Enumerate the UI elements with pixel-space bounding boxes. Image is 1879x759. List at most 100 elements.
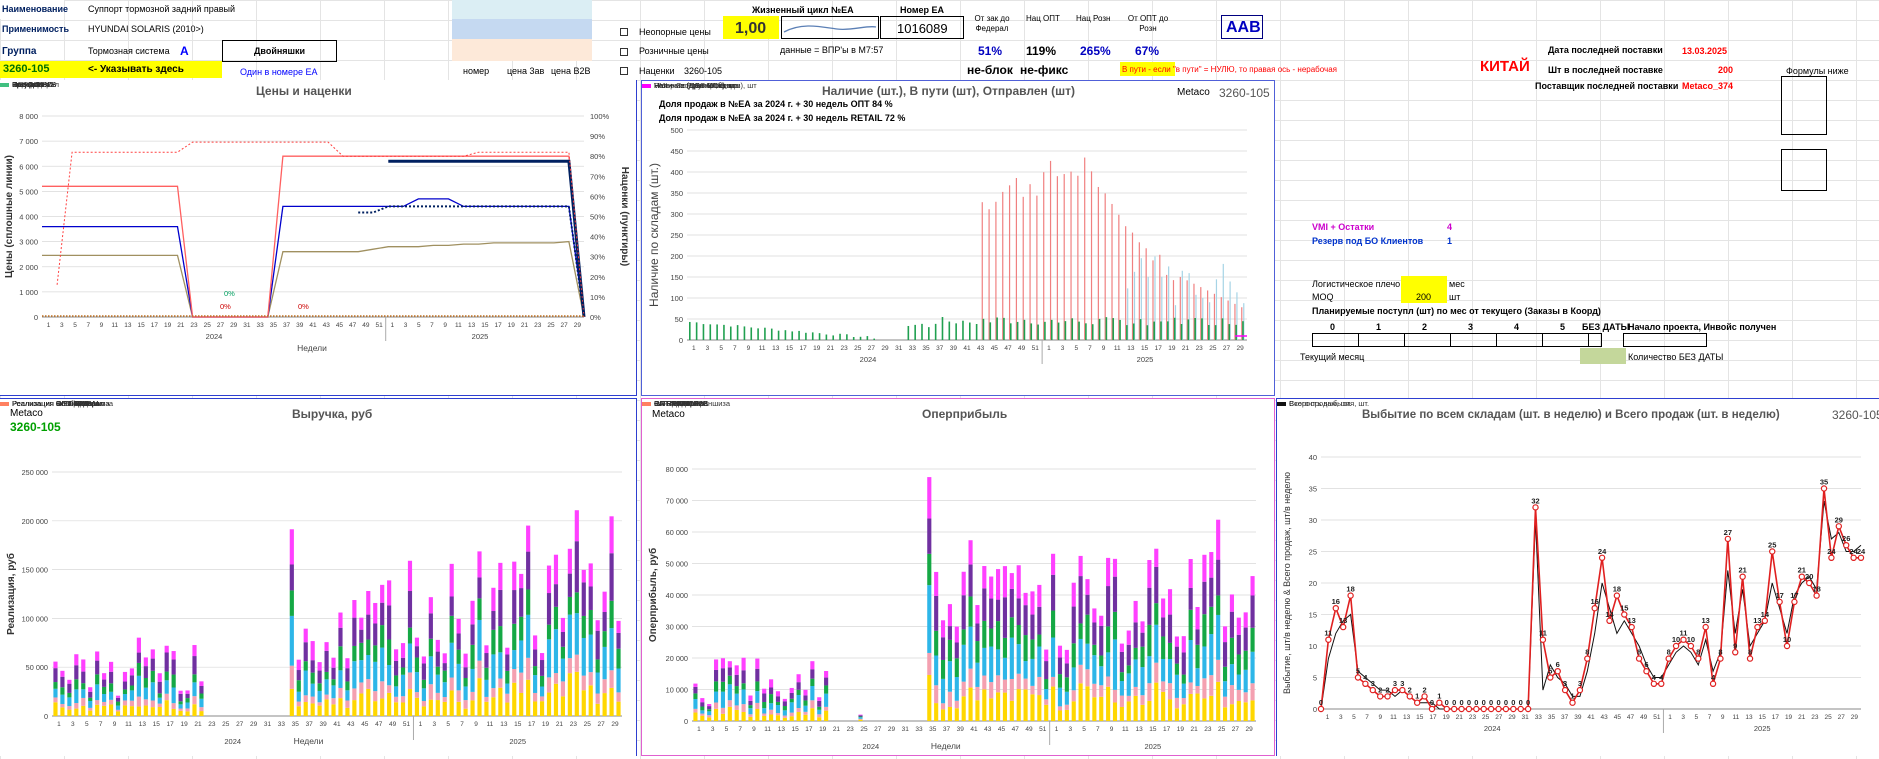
stack-segment [400,667,406,675]
name-label-cell[interactable]: Наименование [0,0,68,19]
stock-chart[interactable]: Наличие (шт.), В пути (шт), Отправлен (ш… [641,80,1275,396]
revenue-chart[interactable]: Metaco 3260-105 Выручка, руб 0 50 000 100 … [0,398,637,756]
stack-segment [954,642,959,659]
reserve-value[interactable]: 1 [1447,236,1453,246]
stock-bar-red [1193,283,1195,340]
stack-segment [421,706,426,716]
last-qty[interactable]: 200 [1718,65,1734,75]
stock-bar-red [1200,287,1202,340]
stack-segment [164,693,169,701]
markups-checkbox[interactable] [620,65,631,76]
stack-segment [1030,685,1035,695]
planned-input-row[interactable] [1312,333,1602,347]
stock-bar-green [859,336,862,340]
nonref-checkbox[interactable] [620,26,631,37]
stack-segment [1002,597,1008,638]
margin-chart[interactable]: Metaco Оперприбыль 0 10 000 20 000 30 000 40… [641,398,1275,756]
stack-segment [1188,559,1193,588]
vmi-value[interactable]: 4 [1447,222,1453,232]
ratio-value-3[interactable]: 265% [1080,44,1111,58]
retail-checkbox[interactable] [620,46,631,57]
ratio-value-4[interactable]: 67% [1135,44,1160,58]
y-tick-label: 30 000 [666,623,688,632]
stack-segment [400,643,406,658]
stack-segment [741,689,746,705]
stack-segment [755,702,760,710]
ratio-value-1[interactable]: 51% [978,44,1003,58]
stack-segment [491,697,496,716]
stock-bar-other [1188,273,1190,340]
stack-segment [769,694,774,704]
stack-segment [1085,686,1090,721]
project-cell[interactable] [1623,333,1707,347]
code-value[interactable]: 3260-105 [3,63,50,75]
stack-segment [81,697,86,706]
stack-segment [1216,614,1221,660]
stack-segment [762,688,767,694]
x-tick-label: 27 [1838,714,1846,721]
x-tick-label: 9 [113,721,117,728]
aab-value[interactable]: AAB [1226,19,1261,36]
stack-segment [762,715,767,721]
stack-segment [95,684,100,701]
stack-segment [324,694,329,700]
stack-segment [310,696,315,704]
lifecycle-value[interactable]: 1,00 [735,20,767,37]
ratio-label-2: Нац ОПТ [1026,14,1060,23]
x-tick-label: 5 [1695,714,1699,721]
ea-label: Номер ЕА [900,5,945,15]
stack-segment [609,600,614,629]
ratio-value-2[interactable]: 119% [1026,44,1057,58]
sales-point [1702,623,1709,631]
lifecycle-cell[interactable] [723,16,779,39]
legend-label: Реализация INET B2B [12,399,90,408]
last-date[interactable]: 13.03.2025 [1682,46,1728,56]
name-value[interactable]: Суппорт тормозной задний правый [88,4,236,14]
stack-segment [810,708,815,721]
ea-cell[interactable] [880,16,964,39]
stack-segment [803,711,808,715]
stack-segment [1106,652,1111,677]
stack-segment [1154,548,1159,567]
formula-box-2[interactable] [1781,149,1827,191]
stock-bar-green [1023,319,1026,340]
ea-value[interactable]: 1016089 [897,21,948,36]
stack-segment [982,675,987,690]
stack-segment [1243,702,1248,721]
stack-segment [115,695,121,698]
nodate-cell[interactable] [1580,348,1626,364]
stack-segment [769,679,774,688]
stack-segment [1057,687,1063,707]
stock-bar-green [695,322,698,340]
supplier[interactable]: Metaco_374 [1682,81,1734,91]
y2-tick-label: 50% [590,213,605,222]
last-qty-label: Шт в последней поставке [1548,65,1663,75]
doubles-value[interactable]: Один в номере ЕА [240,67,318,77]
x-tick-label: 3 [71,721,75,728]
appl-value[interactable]: HYUNDAI SOLARIS (2010>) [88,24,204,34]
stack-segment [303,702,308,716]
aab-cell[interactable] [1221,15,1263,39]
stack-segment [1174,663,1179,675]
x-tick-label: 13 [1403,714,1411,721]
stack-segment [1195,668,1200,686]
logistics-cell[interactable] [1401,276,1447,303]
stack-segment [199,711,204,716]
stack-segment [940,703,946,710]
moq-value[interactable]: 200 [1416,292,1432,302]
sales-point [1776,598,1783,606]
sales-chart[interactable]: Выбытие по всем складам (шт. в неделю) и… [1276,398,1879,756]
series-line-0 [42,240,585,318]
legend-label: ОПТ ФИнМ [654,399,694,408]
stack-segment [414,692,420,698]
code-cell[interactable] [0,61,222,78]
formula-box-1[interactable] [1781,76,1827,135]
stock-bar-other [1181,270,1183,340]
group-letter[interactable]: A [180,44,189,58]
group-value[interactable]: Тормозная система [88,46,170,56]
data-label: 18 [1346,585,1354,594]
y2-tick-label: 10% [590,293,605,302]
legend-label: Реализация Retail B2B [12,399,92,408]
